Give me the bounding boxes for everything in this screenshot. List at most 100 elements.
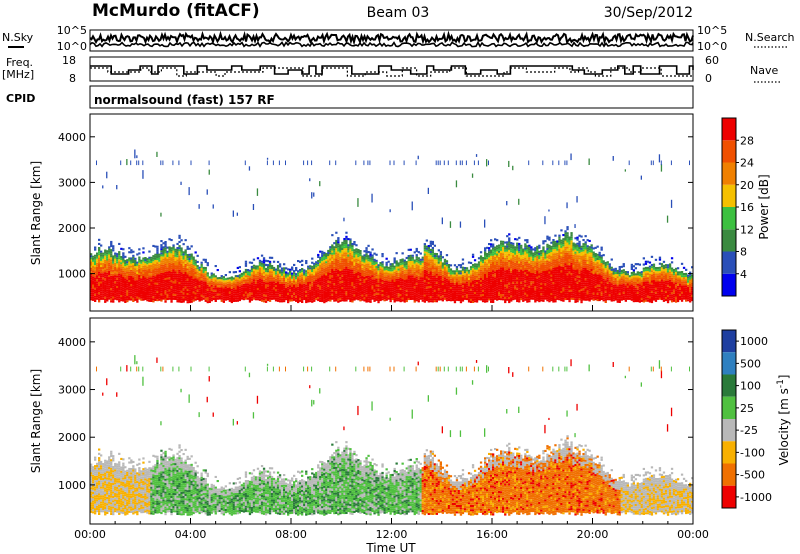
power-cell	[490, 294, 493, 297]
power-cell	[337, 298, 340, 301]
power-cell	[357, 279, 360, 282]
power-cell	[407, 289, 410, 292]
power-cell	[365, 265, 368, 268]
power-cell	[343, 260, 346, 263]
power-cell	[104, 284, 107, 287]
power-cell	[367, 285, 370, 288]
power-cell	[403, 290, 406, 293]
power-cell	[168, 271, 171, 274]
power-cell	[492, 264, 495, 267]
power-cell	[353, 294, 356, 297]
power-cell	[297, 299, 300, 302]
power-cell	[305, 270, 308, 273]
power-cell	[102, 277, 105, 280]
power-cell	[397, 289, 400, 292]
power-cell	[266, 266, 270, 269]
power-cell	[307, 271, 310, 274]
power-cell	[132, 297, 135, 300]
power-cell	[272, 293, 276, 296]
power-cell	[174, 273, 177, 276]
power-cell	[377, 276, 380, 279]
power-cell	[367, 287, 370, 290]
power-cell	[116, 257, 119, 260]
power-cell	[510, 297, 513, 300]
power-cell	[365, 261, 368, 264]
power-cell	[278, 283, 282, 286]
power-cell	[295, 287, 298, 290]
power-cell	[134, 294, 137, 297]
power-cell	[116, 271, 119, 274]
power-cell	[437, 257, 441, 260]
power-cell	[323, 272, 326, 275]
power-cell	[188, 187, 190, 196]
power-cell	[443, 273, 447, 276]
power-cell	[381, 298, 384, 301]
power-cell	[383, 291, 386, 294]
power-cell	[496, 257, 499, 260]
power-cell	[508, 160, 510, 167]
power-cell	[138, 256, 141, 259]
power-cell	[126, 285, 129, 288]
power-cell	[377, 290, 380, 293]
power-cell	[190, 280, 193, 283]
power-cell	[506, 267, 509, 270]
power-cell	[341, 289, 344, 292]
power-cell	[518, 261, 521, 264]
power-cell	[355, 281, 358, 284]
power-cell	[347, 287, 350, 290]
power-cell	[494, 250, 497, 253]
power-cell	[274, 287, 278, 290]
power-cell	[136, 292, 139, 295]
power-cell	[518, 255, 521, 258]
power-cell	[250, 261, 254, 264]
power-cell	[280, 298, 284, 301]
power-cell	[490, 300, 493, 303]
power-cell	[526, 247, 529, 250]
power-cell	[411, 297, 414, 300]
power-cell	[484, 251, 487, 254]
power-cell	[512, 259, 515, 262]
power-cell	[522, 299, 525, 302]
power-cell	[130, 280, 133, 283]
power-cell	[469, 296, 473, 299]
power-cell	[134, 292, 137, 295]
power-cell	[327, 270, 330, 273]
power-cell	[411, 293, 414, 296]
power-cell	[262, 283, 266, 286]
power-cell	[250, 296, 254, 299]
power-cell	[477, 273, 481, 276]
power-cell	[297, 270, 300, 273]
power-cell	[512, 248, 515, 251]
power-cell	[371, 271, 374, 274]
power-cell	[451, 272, 455, 275]
power-cell	[170, 280, 173, 283]
power-cell	[325, 300, 328, 303]
power-cell	[506, 282, 509, 285]
power-cell	[124, 296, 127, 299]
power-cell	[136, 278, 139, 281]
power-cell	[202, 268, 205, 271]
power-cell	[214, 297, 217, 300]
power-cell	[522, 291, 525, 294]
power-cell	[405, 273, 408, 276]
power-cell	[130, 265, 133, 268]
power-cell	[311, 288, 314, 291]
power-cell	[154, 282, 157, 285]
power-cell	[118, 263, 121, 266]
power-cell	[188, 282, 191, 285]
power-cell	[100, 273, 103, 276]
power-cell	[309, 275, 312, 278]
power-cell	[104, 265, 107, 268]
power-cell	[510, 274, 513, 277]
power-cell	[508, 292, 511, 295]
power-cell	[112, 286, 115, 289]
power-cell	[258, 290, 262, 293]
power-cell	[232, 299, 236, 302]
power-cell	[321, 271, 324, 274]
power-cell	[357, 281, 360, 284]
power-cell	[138, 289, 141, 292]
power-cell	[475, 296, 479, 299]
power-cell	[479, 259, 483, 262]
power-cell	[439, 251, 443, 254]
power-cell	[333, 256, 336, 259]
